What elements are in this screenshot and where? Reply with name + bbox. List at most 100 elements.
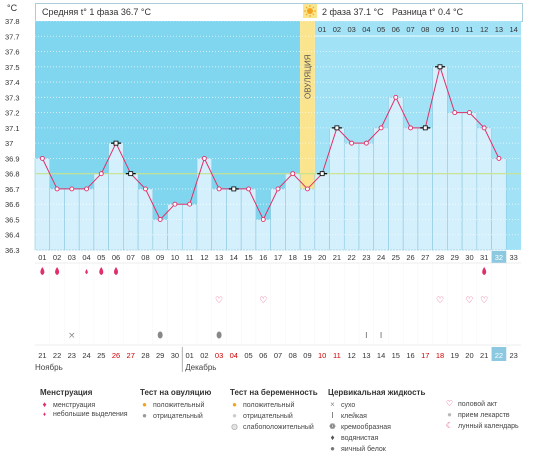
calendar-date-label: 27 [127, 351, 135, 360]
heart-icon: ♡ [465, 296, 473, 306]
calendar-date-label: 10 [318, 351, 326, 360]
cycle-day-label: 10 [171, 253, 179, 262]
calendar-date-label: 20 [465, 351, 473, 360]
legend-item-label: отрицательный [153, 413, 203, 420]
phase2-day-label: 14 [509, 25, 517, 34]
calendar-date-label: 26 [112, 351, 120, 360]
y-tick-label: 37.3 [5, 93, 20, 102]
temperature-point [467, 110, 472, 116]
cycle-day-label: 05 [97, 253, 105, 262]
calendar-date-label: 06 [259, 351, 267, 360]
calendar-date-label: 19 [451, 351, 459, 360]
phase2-day-label: 07 [406, 25, 414, 34]
calendar-date-label: 17 [421, 351, 429, 360]
calendar-date-label: 12 [347, 351, 355, 360]
month-label-november: Ноябрь [35, 363, 63, 372]
legend-item-label: менструация [53, 402, 96, 409]
y-tick-label: 37.4 [5, 78, 20, 87]
pill-icon: ● [447, 410, 452, 419]
positive-test-icon: ● [142, 400, 147, 409]
cycle-day-label: 31 [480, 253, 488, 262]
sticky-icon: I [331, 411, 334, 420]
phase2-day-label: 05 [377, 25, 385, 34]
legend-item-label: положительный [243, 402, 295, 409]
egg-white-icon: ● [330, 444, 335, 453]
cycle-day-label: 17 [274, 253, 282, 262]
legend-item: ● отрицательный [230, 411, 318, 420]
phase2-average-text: 2 фаза 37.1 °C [322, 7, 384, 17]
sun-icon [303, 4, 317, 18]
cycle-day-label: 11 [186, 253, 194, 262]
cycle-day-label: 01 [38, 253, 46, 262]
cycle-day-label: 26 [406, 253, 414, 262]
spotting-icon: ♦ [42, 412, 47, 418]
calendar-date-label: 02 [200, 351, 208, 360]
temperature-bar [343, 142, 360, 251]
cycle-day-label: 04 [82, 253, 90, 262]
temperature-point [393, 94, 399, 100]
weak-test-icon: ◍ [231, 422, 238, 431]
y-tick-label: 36.9 [5, 154, 20, 163]
menstruation-icon [55, 267, 60, 275]
cycle-day-label: 21 [333, 253, 341, 262]
temperature-point [496, 155, 502, 161]
cycle-day-label: 12 [200, 253, 208, 262]
legend-item: ❁ кремообразная [328, 422, 425, 431]
phase2-day-label: 12 [480, 25, 488, 34]
calendar-date-label: 24 [82, 351, 90, 360]
menstruation-icon: ♦ [42, 400, 47, 409]
temperature-point [231, 186, 237, 192]
legend-item: ● яичный белок [328, 444, 425, 453]
temperature-point [363, 140, 369, 146]
temperature-point [69, 186, 75, 192]
legend-item-label: яичный белок [341, 446, 386, 453]
temperature-bar [123, 173, 139, 251]
cycle-day-label: 14 [230, 253, 238, 262]
calendar-date-label: 13 [362, 351, 370, 360]
heart-icon: ♡ [445, 399, 454, 408]
legend-item-label: прием лекарств [458, 412, 510, 419]
legend-item: ● положительный [140, 400, 211, 409]
calendar-date-label: 28 [141, 351, 149, 360]
y-tick-label: 36.6 [5, 200, 20, 209]
legend-item-label: сухо [341, 402, 356, 409]
legend-item: ♦ менструация [40, 400, 128, 409]
cycle-day-label: 06 [112, 253, 120, 262]
cycle-day-label: 18 [289, 253, 297, 262]
calendar-date-label: 25 [97, 351, 105, 360]
legend-item-label: отрицательный [243, 413, 293, 420]
cycle-day-label: 28 [436, 253, 444, 262]
y-tick-label: 36.4 [5, 231, 20, 240]
temperature-bar [358, 142, 375, 251]
phase1-average-text: Средняя t° 1 фаза 36.7 °C [42, 7, 151, 17]
temperature-difference-text: Разница t° 0.4 °C [392, 7, 464, 17]
temperature-point [54, 186, 60, 192]
temperature-bar [461, 112, 478, 251]
calendar-date-label: 08 [289, 351, 297, 360]
phase2-day-label: 11 [466, 25, 474, 34]
y-tick-label: 36.3 [5, 246, 20, 255]
heart-icon: ♡ [259, 296, 267, 306]
legend-item-label: половой акт [458, 401, 498, 408]
cycle-day-label: 02 [53, 253, 61, 262]
legend-item: ● отрицательный [140, 411, 211, 420]
calendar-date-label: 29 [156, 351, 164, 360]
temperature-point [98, 171, 104, 177]
y-tick-label: 37.6 [5, 48, 20, 57]
temperature-bar [93, 173, 109, 251]
legend-item: ☾ лунный календарь [445, 421, 519, 430]
heart-icon: ♡ [215, 296, 223, 306]
cycle-day-label: 08 [141, 253, 149, 262]
temperature-point [305, 186, 310, 192]
calendar-date-label: 22 [53, 351, 61, 360]
cycle-day-label: 13 [215, 253, 223, 262]
temperature-point [260, 217, 266, 222]
menstruation-icon [482, 267, 487, 275]
calendar-date-label: 18 [436, 351, 444, 360]
menstruation-icon [99, 267, 104, 275]
y-tick-label: 37.7 [5, 32, 20, 41]
calendar-date-label: 07 [274, 351, 282, 360]
temperature-point [84, 186, 89, 192]
cycle-day-label: 15 [244, 253, 252, 262]
legend-item-label: слабоположительный [243, 424, 314, 431]
